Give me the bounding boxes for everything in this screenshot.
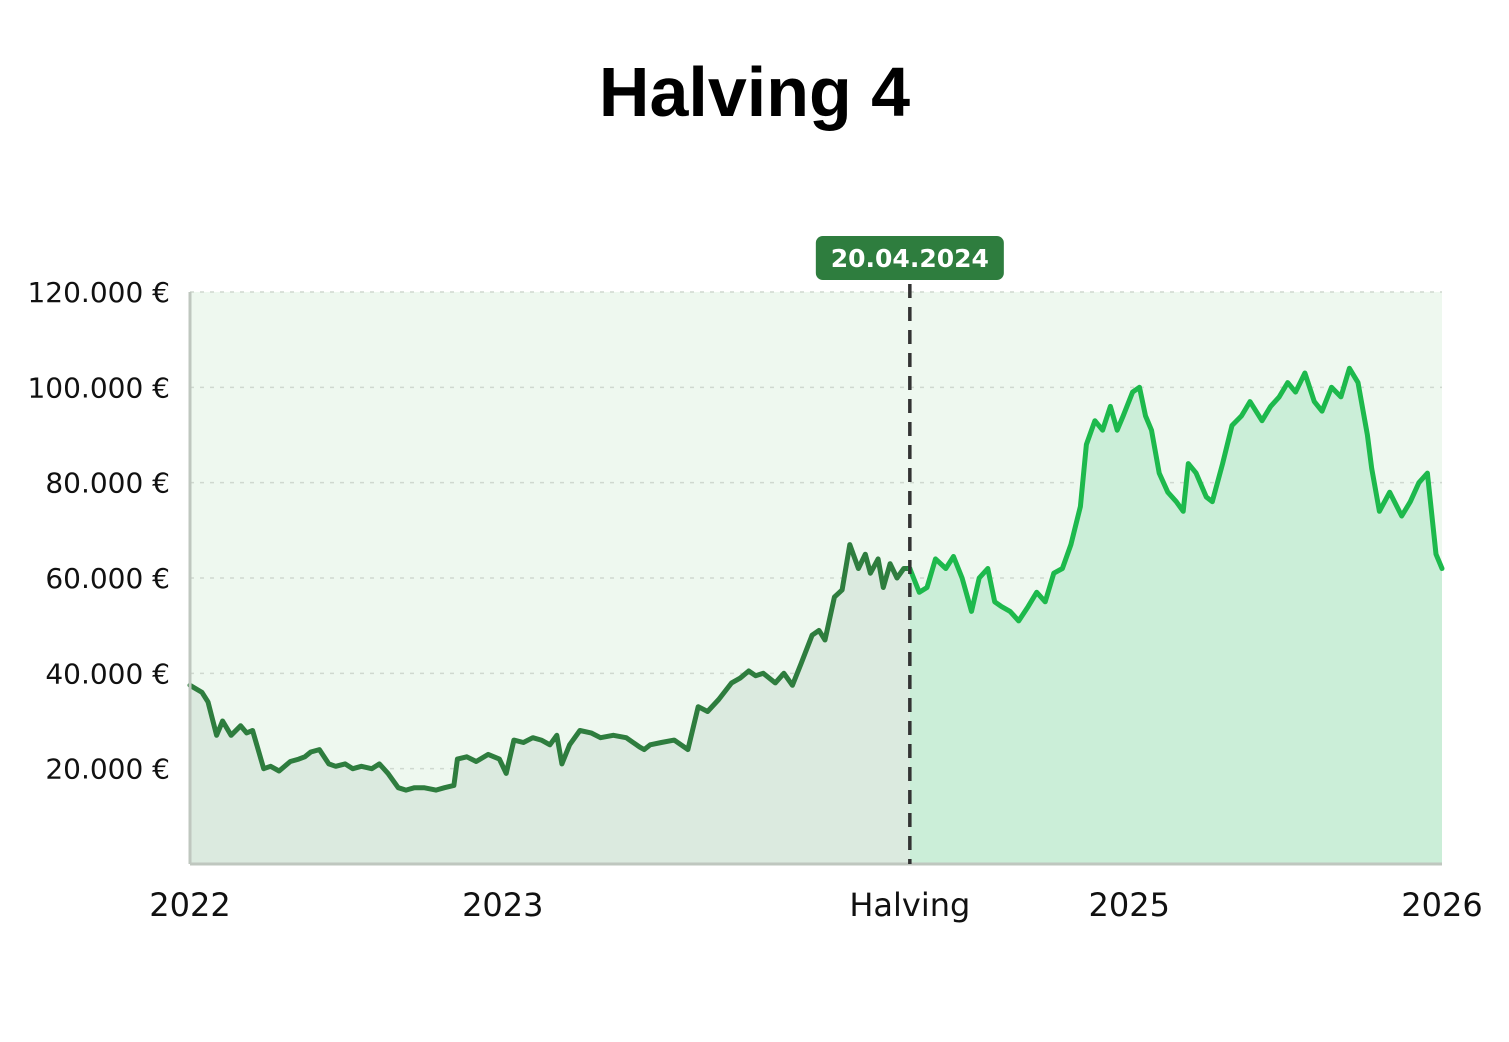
halving-date-badge	[815, 236, 1004, 280]
y-tick-label-4: 100.000 €	[27, 371, 170, 404]
x-tick-label-3: 2025	[1088, 886, 1169, 924]
halving-date-label: 20.04.2024	[831, 244, 989, 273]
y-tick-labels: 20.000 € 40.000 € 60.000 € 80.000 € 100.000 …	[27, 276, 170, 786]
area-fill-before-halving	[190, 544, 910, 864]
x-tick-label-2: Halving	[849, 886, 970, 924]
y-tick-label-0: 20.000 €	[45, 753, 170, 786]
y-tick-label-2: 60.000 €	[45, 562, 170, 595]
y-tick-label-3: 80.000 €	[45, 467, 170, 500]
series-line-before-halving	[187, 542, 913, 793]
x-tick-label-0: 2022	[149, 886, 230, 924]
series-line-after-halving	[907, 365, 1445, 624]
x-tick-label-4: 2026	[1401, 886, 1482, 924]
y-tick-label-5: 120.000 €	[27, 276, 170, 309]
chart-title: Halving 4	[598, 53, 911, 131]
x-tick-label-1: 2023	[462, 886, 543, 924]
x-tick-labels: 2022 2023 Halving 2025 2026	[149, 886, 1482, 924]
y-tick-label-1: 40.000 €	[45, 657, 170, 690]
area-fill-after-halving	[909, 368, 1442, 864]
